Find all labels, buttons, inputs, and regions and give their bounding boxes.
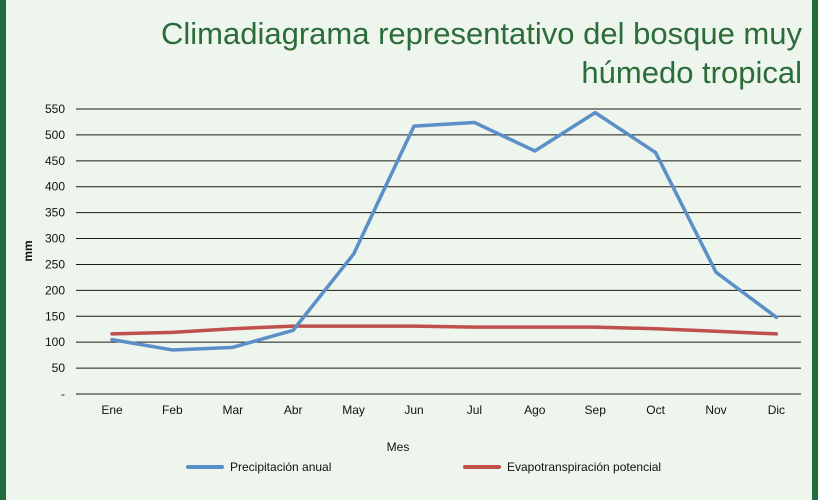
y-tick-label: 150 [45,309,65,323]
x-tick-label: May [342,403,365,417]
y-tick-labels: - 50 100 150 200 250 300 350 400 450 500 550 [45,102,65,401]
data-point [110,332,114,336]
chart-title-line-2: húmedo tropical [581,55,802,90]
data-point [774,332,778,336]
climate-chart: Climadiagrama representativo del bosque … [21,16,802,474]
x-tick-label: Ene [101,403,123,417]
x-tick-label: Feb [162,403,183,417]
legend-label: Precipitación anual [230,460,331,474]
x-tick-label: Ago [524,403,546,417]
y-tick-label: 550 [45,102,65,116]
data-point [170,330,174,334]
data-point [593,325,597,329]
y-tick-label: 50 [52,361,66,375]
legend-label: Evapotranspiración potencial [507,460,661,474]
x-tick-label: Sep [585,403,607,417]
gridlines [76,108,801,395]
y-tick-label: 300 [45,232,65,246]
y-tick-label: 400 [45,180,65,194]
data-point [110,338,114,342]
x-tick-label: Jul [467,403,482,417]
data-point [714,270,718,274]
series-line-evapotranspiracion [110,324,779,336]
y-tick-label: 100 [45,335,65,349]
y-tick-label: 500 [45,128,65,142]
data-point [231,345,235,349]
x-tick-label: Nov [705,403,726,417]
data-point [352,324,356,328]
y-axis-title: mm [21,240,35,261]
y-tick-label: 450 [45,154,65,168]
x-tick-label: Abr [284,403,303,417]
x-tick-label: Oct [646,403,665,417]
data-point [774,315,778,319]
x-axis-title: Mes [387,440,410,454]
x-tick-label: Jun [404,403,423,417]
y-tick-label: 250 [45,257,65,271]
y-tick-label: - [61,387,65,401]
legend: Precipitación anual Evapotranspiración po… [186,460,661,474]
chart-title-line-1: Climadiagrama representativo del bosque … [161,16,802,51]
data-point [412,324,416,328]
data-point [412,124,416,128]
y-tick-label: 200 [45,283,65,297]
chart-panel: Climadiagrama representativo del bosque … [6,0,812,500]
y-tick-label: 350 [45,206,65,220]
x-tick-label: Mar [222,403,243,417]
x-tick-label: Dic [768,403,785,417]
data-point [714,329,718,333]
data-point [231,327,235,331]
series-lines [110,110,779,352]
data-point [654,327,658,331]
data-point [472,120,476,124]
data-point [533,325,537,329]
data-point [593,111,597,115]
data-point [533,149,537,153]
data-point [170,348,174,352]
x-tick-labels: Ene Feb Mar Abr May Jun Jul Ago Sep Oct Nov Dic [101,403,785,417]
data-point [352,252,356,256]
data-point [472,325,476,329]
data-point [654,151,658,155]
data-point [291,328,295,332]
series-line-precipitacion [110,110,779,352]
